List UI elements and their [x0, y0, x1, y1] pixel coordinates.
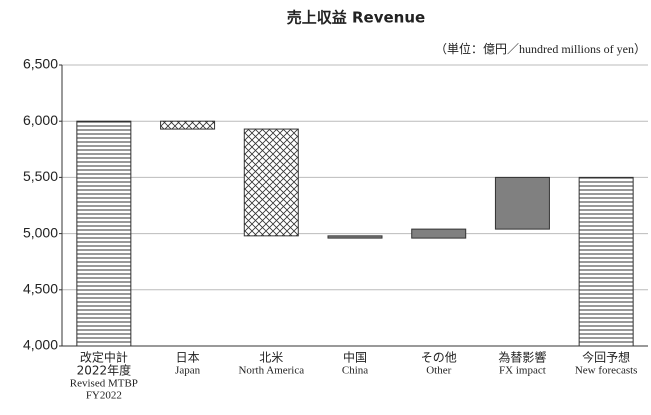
y-tick-label: 6,000: [23, 112, 58, 128]
x-tick-label: New forecasts: [575, 365, 638, 377]
x-tick-label: Other: [426, 365, 451, 377]
bar: [76, 120, 132, 347]
x-tick-label: 改定中計: [80, 350, 128, 365]
y-tick-label: 6,500: [23, 56, 58, 72]
y-tick-label: 5,000: [23, 224, 58, 240]
x-tick-label: North America: [238, 365, 304, 377]
x-tick-label: China: [342, 365, 368, 377]
chart-title: 売上収益 Revenue: [287, 9, 425, 27]
x-tick-label: FY2022: [86, 390, 122, 402]
bar: [411, 228, 467, 239]
x-tick-label: 今回予想: [582, 350, 630, 365]
x-tick-label: その他: [421, 351, 457, 365]
unit-label: （単位：億円／hundred millions of yen）: [435, 41, 646, 56]
bar: [578, 176, 634, 347]
x-tick-label: FX impact: [499, 365, 546, 377]
x-tick-label: Japan: [175, 365, 201, 377]
x-tick-label: 北米: [259, 351, 283, 365]
bar: [327, 235, 383, 239]
x-tick-label: 為替影響: [498, 350, 546, 365]
x-tick-label: Revised MTBP: [70, 378, 138, 390]
y-tick-label: 4,000: [23, 337, 58, 353]
bar: [494, 176, 550, 230]
bar: [160, 120, 216, 130]
bar: [243, 128, 299, 237]
y-tick-label: 5,500: [23, 168, 58, 184]
x-tick-label: 中国: [343, 350, 367, 365]
x-tick-label: 2022年度: [77, 363, 132, 378]
x-tick-label: 日本: [176, 351, 200, 365]
y-tick-label: 4,500: [23, 281, 58, 297]
